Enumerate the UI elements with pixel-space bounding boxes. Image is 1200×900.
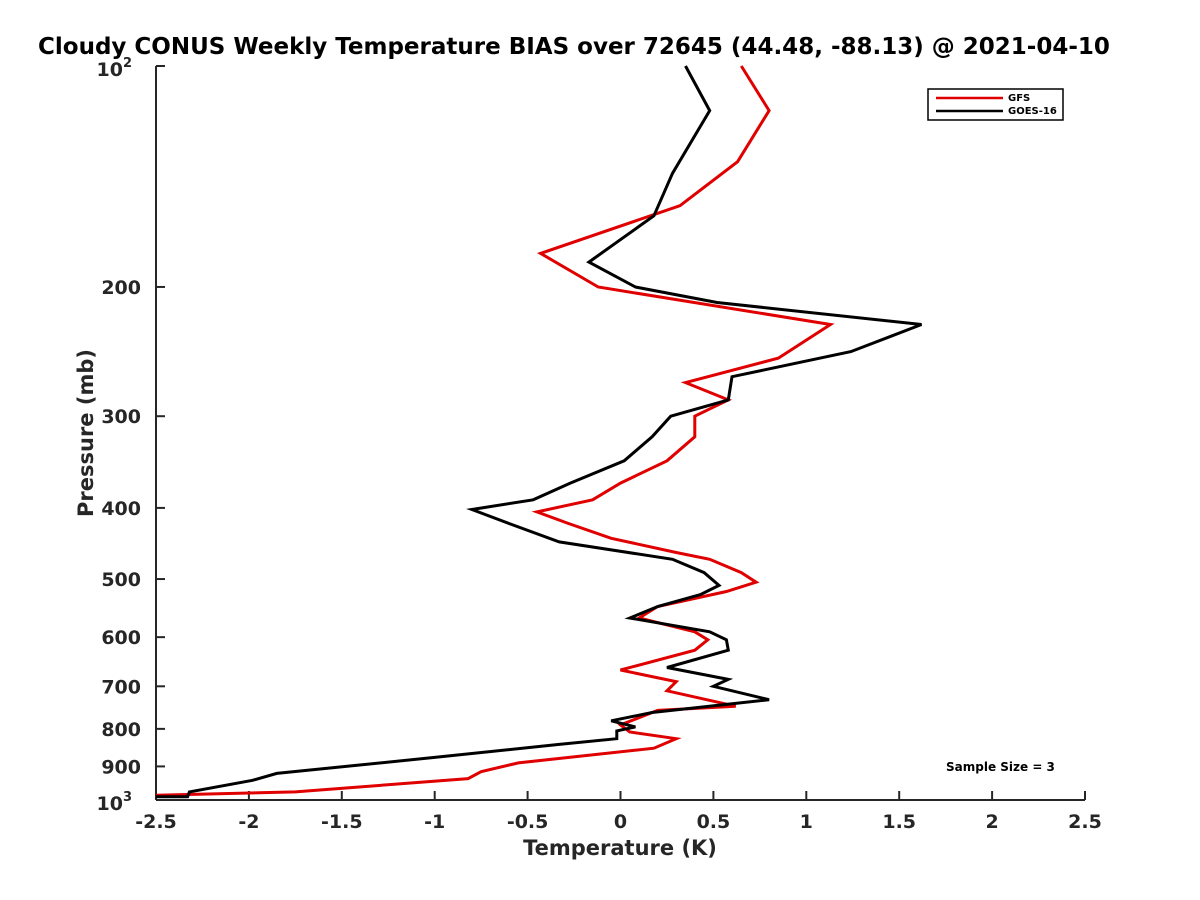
series-line-gfs [155, 65, 835, 797]
y-tick-label: 300 [101, 406, 141, 428]
y-tick-label: 900 [101, 756, 141, 778]
y-tick-label-min: 102 [97, 56, 133, 81]
y-tick-label: 600 [101, 627, 141, 649]
x-tick-label: 2 [985, 811, 998, 833]
series-line-goes16 [156, 65, 923, 799]
x-tick-label: 0.5 [697, 811, 731, 833]
series-layer [155, 65, 923, 799]
x-tick-label: -2 [238, 811, 259, 833]
x-axis-title: Temperature (K) [523, 836, 717, 860]
x-tick-label: -1 [424, 811, 445, 833]
x-tick-label: 1.5 [882, 811, 916, 833]
y-axis-title: Pressure (mb) [74, 349, 98, 517]
y-tick-label: 200 [101, 277, 141, 299]
y-tick-label: 700 [101, 676, 141, 698]
x-axis-ticks: -2.5 -2 -1.5 -1 -0.5 0 0.5 1 1.5 2 2.5 [135, 791, 1102, 833]
y-axis-ticks: 200 300 400 500 600 700 800 900 [101, 65, 165, 801]
legend: GFS GOES-16 [927, 88, 1064, 121]
y-tick-label: 500 [101, 569, 141, 591]
y-tick-label: 400 [101, 498, 141, 520]
legend-label-goes16: GOES-16 [1008, 106, 1057, 117]
legend-label-gfs: GFS [1008, 93, 1030, 104]
y-tick-label: 800 [101, 719, 141, 741]
x-tick-label: -1.5 [321, 811, 363, 833]
x-tick-label: 0 [614, 811, 627, 833]
x-tick-label: 2.5 [1068, 811, 1102, 833]
plot-frame [155, 66, 1085, 801]
chart-title: Cloudy CONUS Weekly Temperature BIAS ove… [38, 34, 1110, 60]
legend-box [927, 88, 1064, 121]
x-tick-label: -0.5 [507, 811, 549, 833]
sample-size-annotation: Sample Size = 3 [946, 760, 1055, 774]
x-tick-label: 1 [800, 811, 813, 833]
x-tick-label: -2.5 [135, 811, 177, 833]
y-tick-label-max: 103 [97, 790, 133, 815]
